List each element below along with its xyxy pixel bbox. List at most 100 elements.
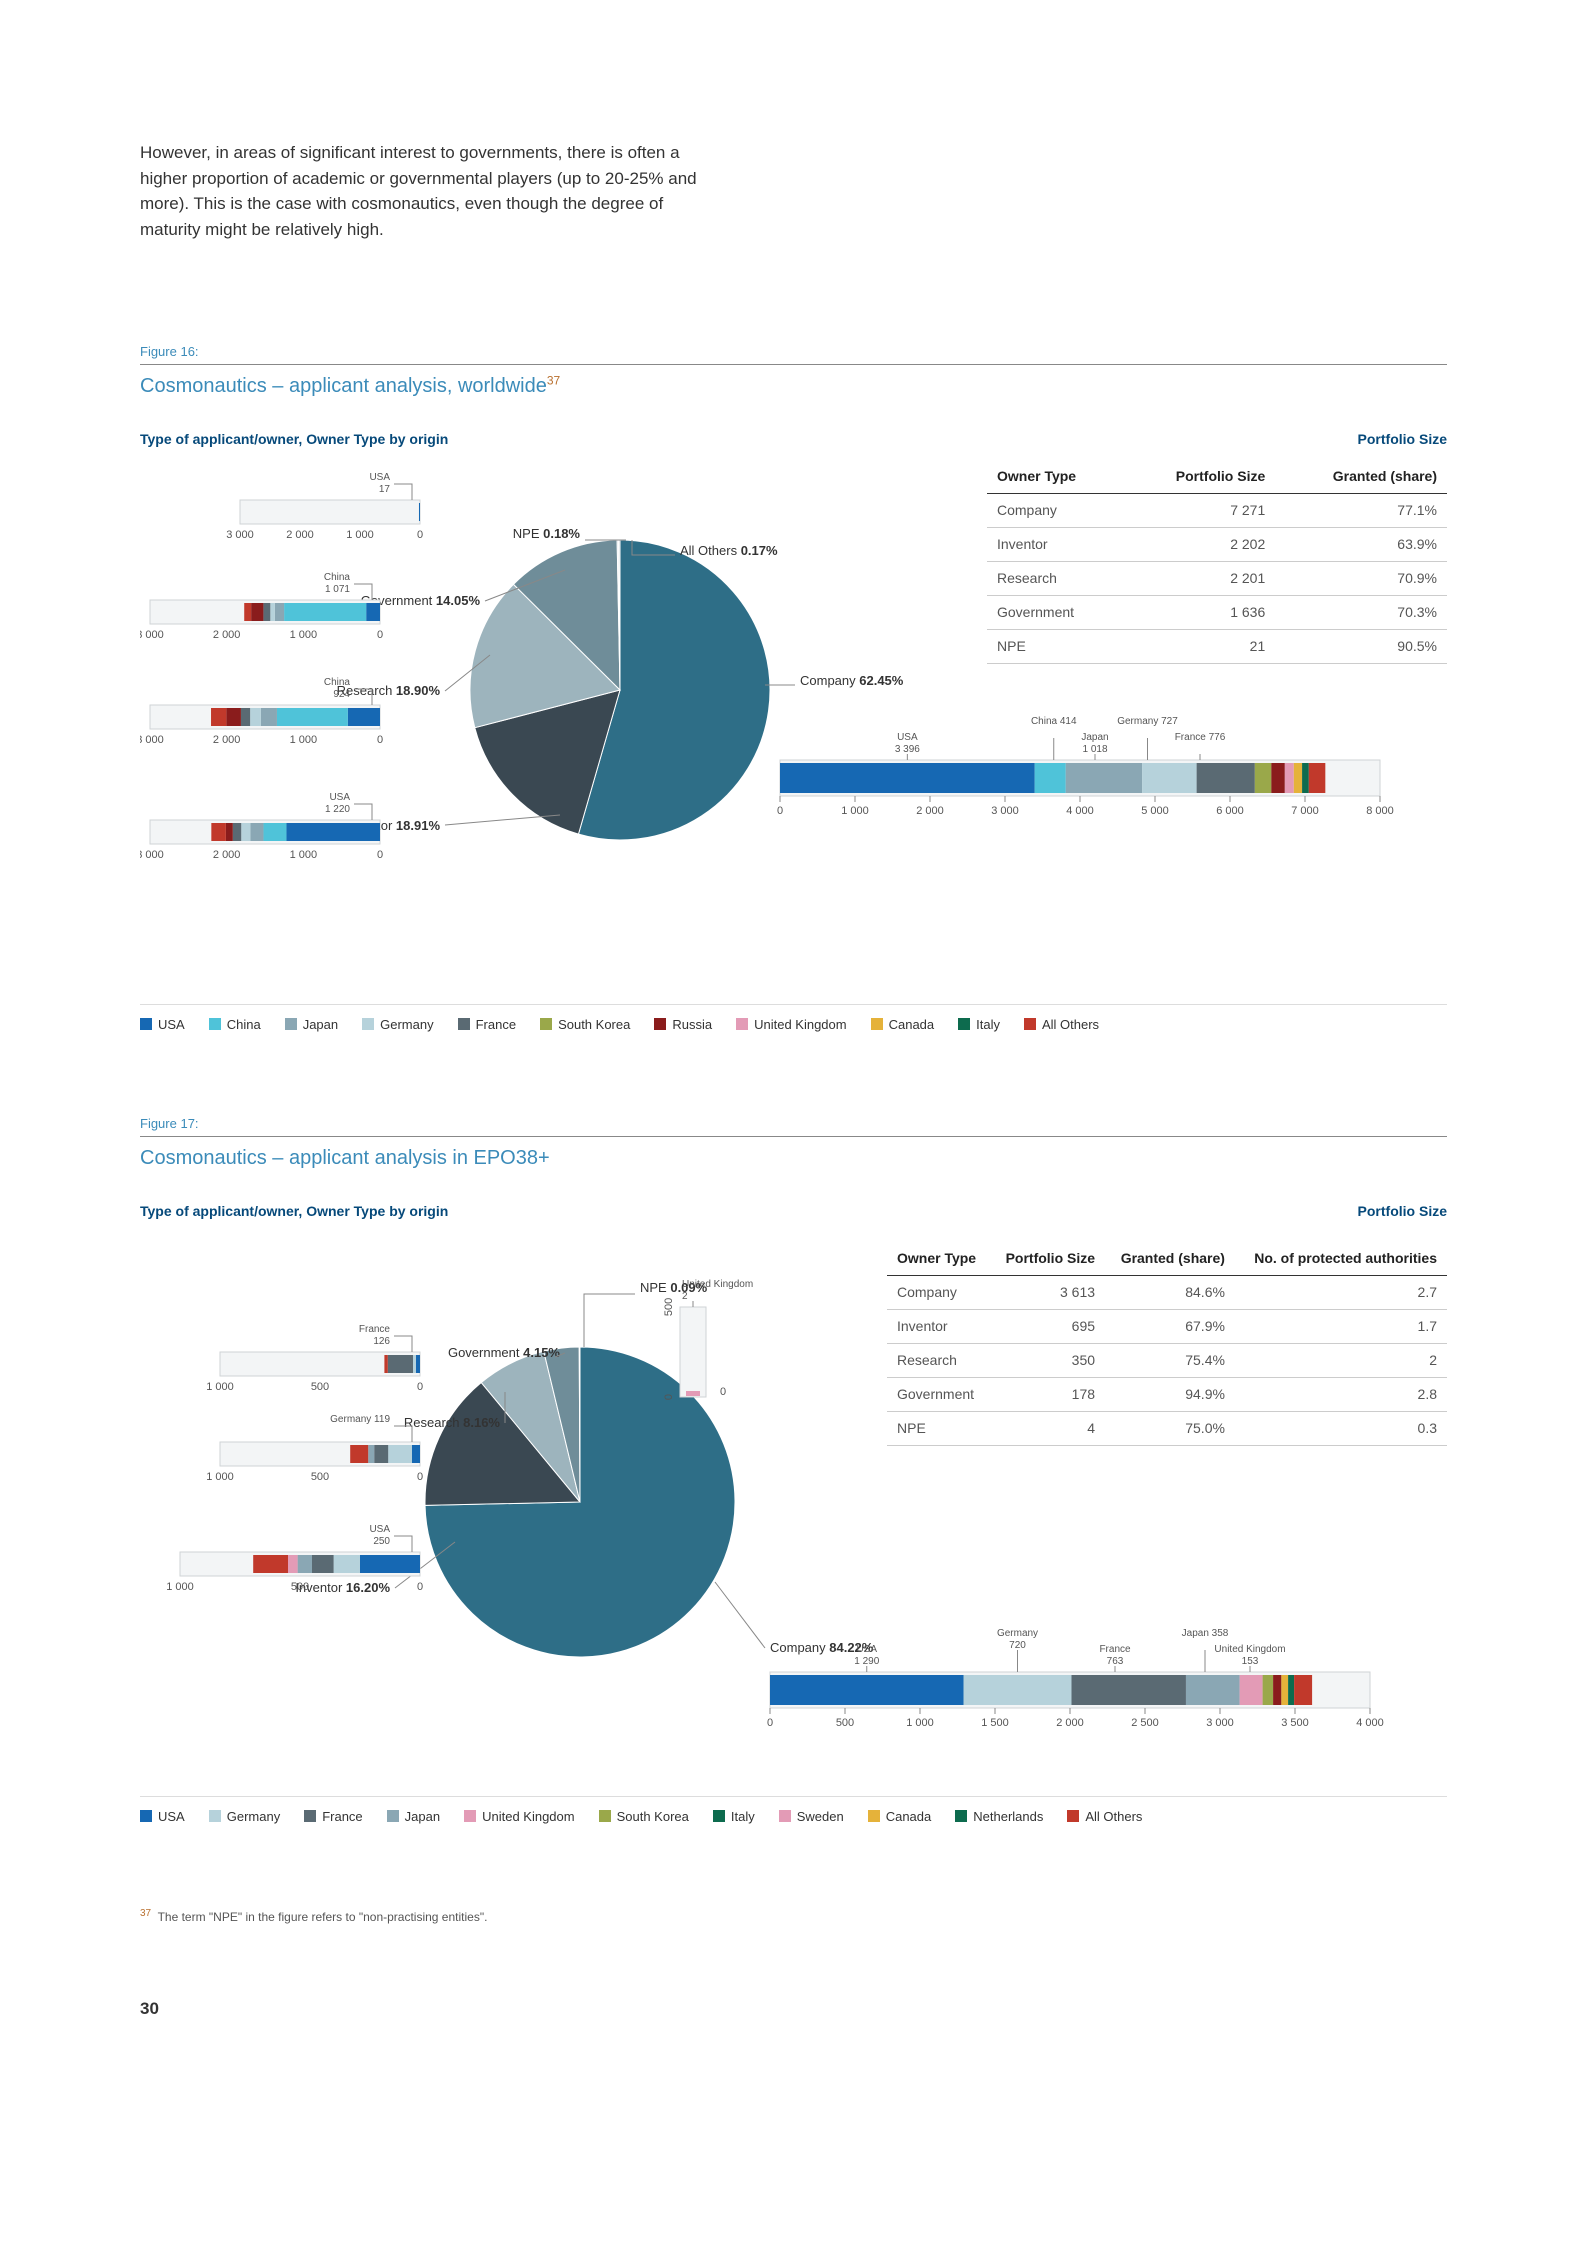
svg-text:2 500: 2 500 — [1131, 1717, 1159, 1729]
svg-text:763: 763 — [1107, 1656, 1124, 1667]
svg-text:7 000: 7 000 — [1291, 805, 1319, 817]
svg-text:1 000: 1 000 — [206, 1471, 234, 1483]
svg-text:USA: USA — [856, 1644, 877, 1655]
svg-text:1 071: 1 071 — [325, 584, 350, 595]
legend-item: South Korea — [540, 1015, 630, 1035]
svg-text:4 000: 4 000 — [1066, 805, 1094, 817]
svg-text:1 500: 1 500 — [981, 1717, 1009, 1729]
legend-item: All Others — [1067, 1807, 1142, 1827]
figure-16-legend: USAChinaJapanGermanyFranceSouth KoreaRus… — [140, 1004, 1447, 1045]
svg-text:Research 8.16%: Research 8.16% — [404, 1415, 501, 1430]
svg-text:0: 0 — [417, 1381, 423, 1393]
figure-17-title-text: Cosmonautics – applicant analysis in EPO… — [140, 1147, 550, 1169]
svg-text:0: 0 — [767, 1717, 773, 1729]
svg-text:1 290: 1 290 — [854, 1656, 879, 1667]
svg-text:USA: USA — [329, 792, 350, 803]
svg-text:Japan: Japan — [1081, 732, 1108, 743]
svg-text:USA: USA — [369, 472, 390, 483]
svg-text:2 000: 2 000 — [213, 629, 241, 641]
figure-16: Figure 16: Cosmonautics – applicant anal… — [140, 342, 1447, 1044]
svg-text:3 000: 3 000 — [991, 805, 1019, 817]
svg-text:3 000: 3 000 — [140, 629, 164, 641]
footnote-num: 37 — [140, 1908, 151, 1919]
svg-text:Research 18.90%: Research 18.90% — [337, 683, 441, 698]
svg-text:126: 126 — [373, 1336, 390, 1347]
svg-text:8 000: 8 000 — [1366, 805, 1394, 817]
figure-16-label: Figure 16: — [140, 342, 1447, 365]
figure-16-subhead-left: Type of applicant/owner, Owner Type by o… — [140, 429, 448, 450]
svg-text:500: 500 — [836, 1717, 854, 1729]
legend-item: Russia — [654, 1015, 712, 1035]
legend-item: Canada — [871, 1015, 935, 1035]
svg-text:All Others 0.17%: All Others 0.17% — [680, 543, 778, 558]
svg-text:United Kingdom: United Kingdom — [1214, 1644, 1285, 1655]
svg-text:5 000: 5 000 — [1141, 805, 1169, 817]
legend-item: Sweden — [779, 1807, 844, 1827]
figure-17-subhead-left: Type of applicant/owner, Owner Type by o… — [140, 1201, 448, 1222]
svg-text:1 000: 1 000 — [290, 849, 318, 861]
figure-16-table: Owner TypePortfolio SizeGranted (share)C… — [987, 460, 1447, 664]
svg-text:2 000: 2 000 — [213, 734, 241, 746]
svg-text:3 500: 3 500 — [1281, 1717, 1309, 1729]
svg-text:1 000: 1 000 — [906, 1717, 934, 1729]
svg-text:2 000: 2 000 — [286, 529, 314, 541]
legend-item: Canada — [868, 1807, 932, 1827]
figure-17-label: Figure 17: — [140, 1114, 1447, 1137]
svg-text:3 000: 3 000 — [226, 529, 254, 541]
svg-text:3 000: 3 000 — [140, 734, 164, 746]
svg-text:USA: USA — [897, 732, 918, 743]
svg-text:0: 0 — [417, 1471, 423, 1483]
svg-text:1 000: 1 000 — [841, 805, 869, 817]
svg-text:500: 500 — [291, 1581, 309, 1593]
legend-item: Germany — [209, 1807, 280, 1827]
svg-text:1 000: 1 000 — [290, 629, 318, 641]
svg-text:6 000: 6 000 — [1216, 805, 1244, 817]
footnote: 37 The term "NPE" in the figure refers t… — [140, 1906, 1447, 1926]
svg-text:Germany: Germany — [997, 1628, 1038, 1639]
footnote-text: The term "NPE" in the figure refers to "… — [158, 1910, 488, 1924]
legend-item: Netherlands — [955, 1807, 1043, 1827]
page-number: 30 — [140, 1996, 1447, 2022]
svg-text:USA: USA — [369, 1524, 390, 1535]
svg-text:153: 153 — [1242, 1656, 1259, 1667]
svg-text:4 000: 4 000 — [1356, 1717, 1384, 1729]
svg-text:China 414: China 414 — [1031, 716, 1077, 727]
legend-item: Japan — [387, 1807, 440, 1827]
svg-text:1 000: 1 000 — [346, 529, 374, 541]
legend-item: Italy — [713, 1807, 755, 1827]
svg-text:China: China — [324, 677, 351, 688]
svg-text:1 000: 1 000 — [206, 1381, 234, 1393]
figure-16-title-text: Cosmonautics – applicant analysis, world… — [140, 375, 547, 397]
figure-17-subhead-right: Portfolio Size — [1358, 1201, 1447, 1222]
legend-item: China — [209, 1015, 261, 1035]
svg-text:0: 0 — [720, 1386, 726, 1398]
legend-item: France — [304, 1807, 362, 1827]
svg-text:2 000: 2 000 — [213, 849, 241, 861]
legend-item: United Kingdom — [736, 1015, 847, 1035]
figure-17-title: Cosmonautics – applicant analysis in EPO… — [140, 1143, 1447, 1173]
figure-17: Figure 17: Cosmonautics – applicant anal… — [140, 1114, 1447, 1836]
figure-16-subhead-right: Portfolio Size — [1358, 429, 1447, 450]
svg-text:1 000: 1 000 — [290, 734, 318, 746]
intro-paragraph: However, in areas of significant interes… — [140, 140, 700, 242]
svg-text:924: 924 — [333, 689, 350, 700]
legend-item: South Korea — [599, 1807, 689, 1827]
svg-text:500: 500 — [663, 1297, 675, 1315]
svg-text:Japan 358: Japan 358 — [1182, 1628, 1229, 1639]
svg-text:Government 4.15%: Government 4.15% — [448, 1345, 560, 1360]
svg-text:0: 0 — [417, 1581, 423, 1593]
legend-item: Germany — [362, 1015, 433, 1035]
svg-text:NPE 0.18%: NPE 0.18% — [513, 526, 581, 541]
svg-text:United Kingdom: United Kingdom — [682, 1279, 753, 1290]
svg-text:17: 17 — [379, 484, 391, 495]
svg-text:France: France — [359, 1324, 391, 1335]
svg-text:0: 0 — [377, 734, 383, 746]
svg-text:500: 500 — [311, 1471, 329, 1483]
svg-text:0: 0 — [377, 629, 383, 641]
svg-text:0: 0 — [777, 805, 783, 817]
svg-text:France: France — [1099, 1644, 1131, 1655]
legend-item: France — [458, 1015, 516, 1035]
svg-text:Inventor 16.20%: Inventor 16.20% — [295, 1580, 390, 1595]
svg-text:0: 0 — [663, 1393, 675, 1399]
svg-text:2 000: 2 000 — [916, 805, 944, 817]
